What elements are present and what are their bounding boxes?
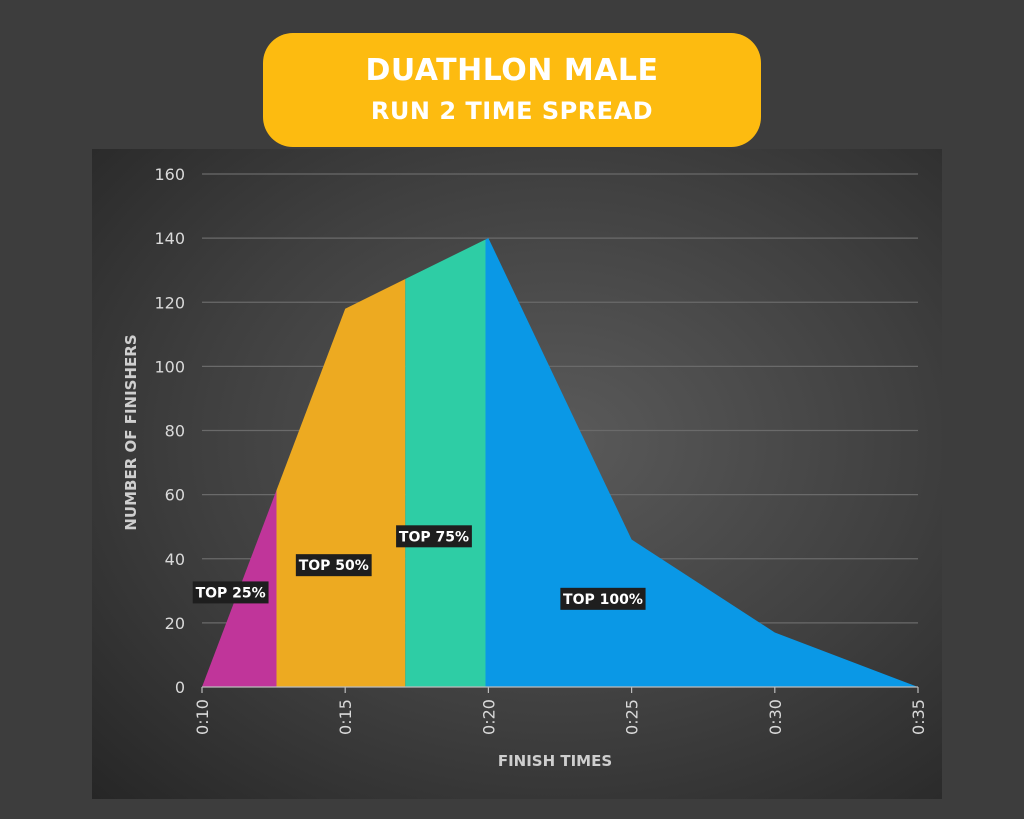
x-tick-label: 0:35	[909, 699, 928, 735]
chart-panel: 0:10 0:15 0:20 0:25 0:30 0:35 0 20 40 60 80 100 120 1…	[92, 149, 942, 799]
y-tick-label: 100	[154, 357, 185, 376]
y-tick-label: 0	[175, 678, 185, 697]
chart-title: DUATHLON MALE	[365, 53, 659, 88]
y-axis-title: NUMBER OF FINISHERS	[122, 334, 140, 530]
y-tick-label: 160	[154, 165, 185, 184]
chart-title-banner: DUATHLON MALE RUN 2 TIME SPREAD	[263, 33, 761, 147]
band-label-box	[192, 581, 269, 604]
y-tick-label: 20	[165, 614, 185, 633]
band-label-2: TOP 50%	[299, 558, 369, 574]
band-label-1: TOP 25%	[196, 585, 266, 601]
area-band-4	[485, 238, 918, 687]
y-tick-label: 60	[165, 486, 185, 505]
y-tick-label: 140	[154, 229, 185, 248]
area-band-3	[405, 239, 486, 687]
chart-subtitle: RUN 2 TIME SPREAD	[370, 97, 654, 125]
x-axis-title: FINISH TIMES	[498, 752, 612, 770]
band-label-box	[295, 554, 372, 577]
x-tick-label: 0:25	[623, 699, 642, 735]
band-label-box	[560, 587, 646, 610]
area-chart: 0:10 0:15 0:20 0:25 0:30 0:35 0 20 40 60 80 100 120 1…	[122, 165, 928, 770]
band-label-3: TOP 75%	[399, 529, 469, 545]
x-tick-label: 0:10	[193, 699, 212, 735]
x-tick-label: 0:20	[479, 699, 498, 735]
band-label-4: TOP 100%	[563, 592, 643, 608]
y-tick-label: 80	[165, 422, 185, 441]
x-tick-label: 0:30	[766, 699, 785, 735]
y-tick-label: 40	[165, 550, 185, 569]
band-label-box	[396, 525, 472, 548]
x-tick-label: 0:15	[336, 699, 355, 735]
y-tick-label: 120	[154, 293, 185, 312]
area-band-2	[276, 279, 406, 687]
